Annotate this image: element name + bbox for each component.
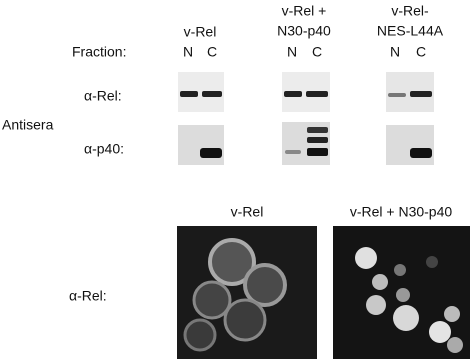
column-title: N30-p40 — [277, 23, 331, 39]
column-title: NES-L44A — [377, 23, 444, 39]
micrograph — [333, 226, 470, 359]
lane-label: C — [312, 44, 322, 60]
antisera-label: Antisera — [2, 117, 54, 133]
lane-label: C — [207, 44, 217, 60]
fraction-label: Fraction: — [72, 44, 126, 60]
column-title: v-Rel + — [282, 3, 327, 19]
lane-label: N — [183, 44, 193, 60]
row-label: α-Rel: — [84, 88, 122, 104]
lane-label: N — [390, 44, 400, 60]
lane-label: N — [287, 44, 297, 60]
blot — [178, 122, 434, 165]
row-label: α-p40: — [84, 141, 124, 157]
panel-title: v-Rel — [231, 204, 264, 220]
blot — [178, 72, 434, 112]
lane-label: C — [416, 44, 426, 60]
column-title: v-Rel — [184, 24, 217, 40]
micrograph — [177, 226, 317, 359]
panel-title: v-Rel + N30-p40 — [350, 204, 453, 220]
column-title: v-Rel- — [391, 3, 429, 19]
row-label: α-Rel: — [69, 288, 107, 304]
